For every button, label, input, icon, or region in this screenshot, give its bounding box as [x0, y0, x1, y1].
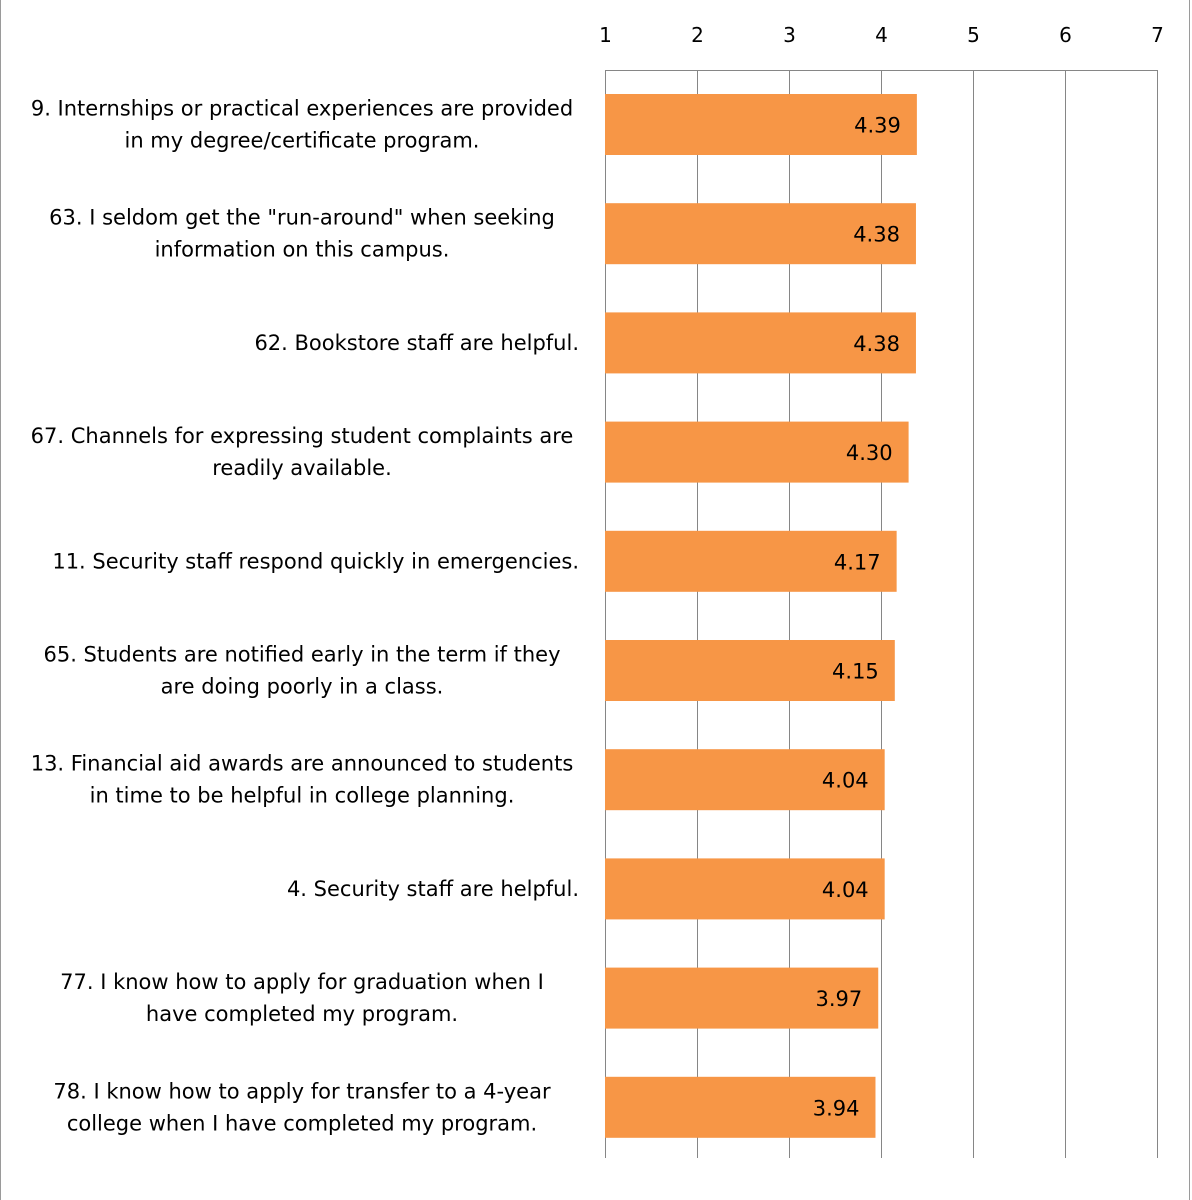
- bar: [605, 203, 916, 265]
- data-label: 4.04: [822, 878, 869, 902]
- x-tick-label: 5: [967, 23, 980, 47]
- data-label: 4.04: [822, 769, 869, 793]
- data-label: 3.94: [813, 1096, 860, 1120]
- category-label: 77. I know how to apply for graduation w…: [60, 970, 544, 994]
- bar: [605, 312, 916, 374]
- bar: [605, 749, 885, 811]
- category-label: 65. Students are notified early in the t…: [43, 643, 560, 667]
- data-label: 4.30: [846, 441, 893, 465]
- category-label: in my degree/certificate program.: [124, 129, 479, 153]
- bars: 4.39 4.38 4.38 4.30 4.17 4.15 4.04 4.04 3.97 3.94: [605, 94, 917, 1138]
- x-tick-label: 4: [875, 23, 888, 47]
- bar: [605, 858, 885, 920]
- data-label: 4.38: [853, 332, 900, 356]
- category-label: 11. Security staff respond quickly in em…: [52, 549, 579, 573]
- category-label: 13. Financial aid awards are announced t…: [31, 752, 574, 776]
- x-tick-label: 1: [599, 23, 612, 47]
- category-label: are doing poorly in a class.: [161, 675, 444, 699]
- data-label: 4.17: [834, 550, 881, 574]
- bar: [605, 421, 909, 483]
- category-label: 4. Security staff are helpful.: [287, 877, 579, 901]
- category-label: information on this campus.: [155, 238, 450, 262]
- data-label: 4.38: [853, 223, 900, 247]
- x-tick-label: 7: [1151, 23, 1164, 47]
- category-label: readily available.: [212, 456, 392, 480]
- category-label: in time to be helpful in college plannin…: [90, 784, 515, 808]
- x-tick-label: 6: [1059, 23, 1072, 47]
- category-label: 78. I know how to apply for transfer to …: [53, 1079, 551, 1103]
- bar: [605, 640, 895, 701]
- data-label: 4.39: [854, 114, 901, 138]
- bar: [605, 94, 917, 155]
- data-label: 4.15: [832, 660, 879, 684]
- category-labels: 9. Internships or practical experiences …: [31, 97, 579, 1136]
- category-label: have completed my program.: [146, 1002, 458, 1026]
- bar: [605, 1076, 876, 1138]
- bar: [605, 967, 879, 1029]
- data-label: 3.97: [815, 987, 862, 1011]
- category-label: 62. Bookstore staff are helpful.: [254, 331, 579, 355]
- category-label: 9. Internships or practical experiences …: [31, 97, 573, 121]
- x-tick-label: 3: [783, 23, 796, 47]
- bar: [605, 530, 897, 592]
- category-label: 63. I seldom get the "run-around" when s…: [49, 206, 555, 230]
- x-tick-label: 2: [691, 23, 704, 47]
- category-label: 67. Channels for expressing student comp…: [31, 424, 574, 448]
- category-label: college when I have completed my program…: [67, 1111, 537, 1135]
- x-axis-ticks: 1 2 3 4 5 6 7: [599, 23, 1164, 47]
